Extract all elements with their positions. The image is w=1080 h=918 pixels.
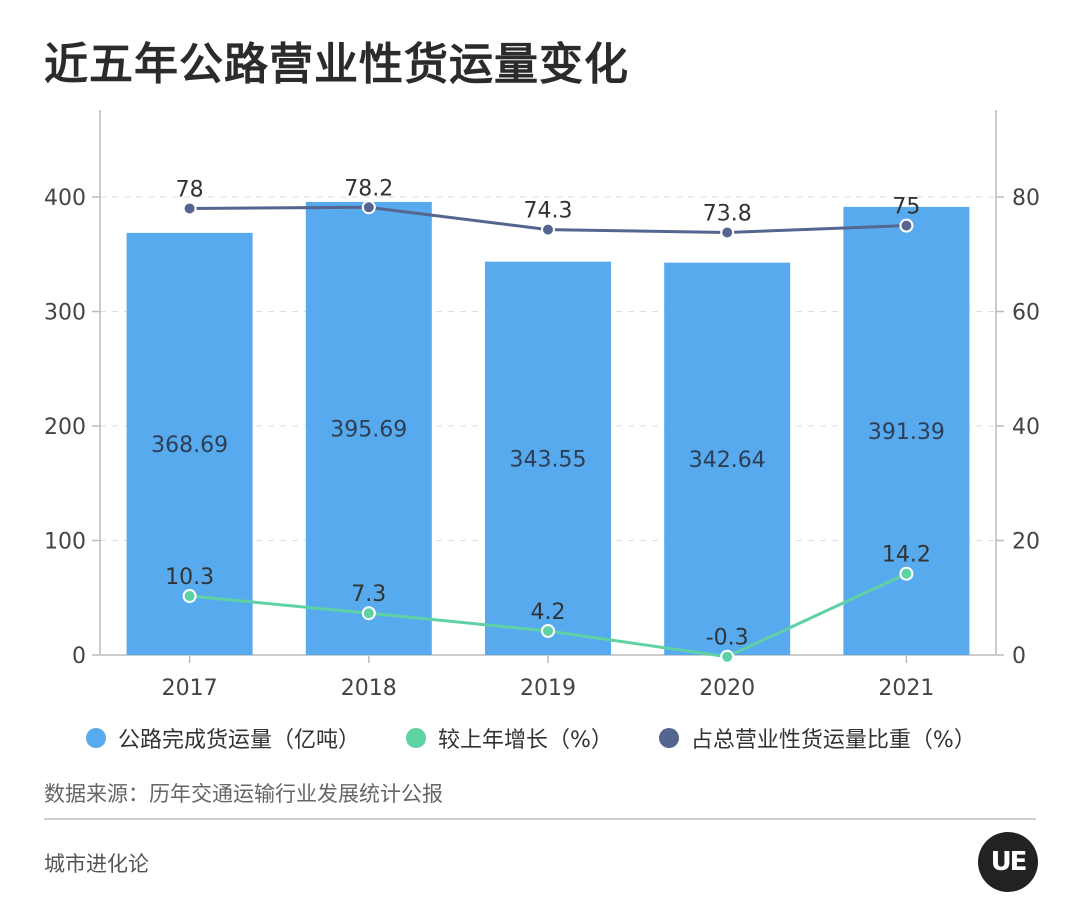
- left-tick-label: 300: [44, 301, 86, 326]
- legend-marker-share: [658, 728, 679, 748]
- brand-name: 城市进化论: [44, 852, 149, 876]
- share-value-label: 74.3: [524, 199, 573, 224]
- right-tick-label: 80: [1012, 186, 1040, 211]
- growth-value-label: 10.3: [165, 565, 214, 590]
- legend-label-share: 占总营业性货运量比重（%）: [690, 728, 976, 753]
- chart: 0 100 200 300 400 0 20 40 60 80 368.69 395.69 343.55…: [44, 110, 1040, 701]
- bar: [126, 232, 253, 655]
- bar-value-label: 343.55: [510, 447, 587, 472]
- legend-label-volume: 公路完成货运量（亿吨）: [118, 728, 361, 753]
- growth-value-label: 4.2: [531, 600, 566, 625]
- legend-label-growth: 较上年增长（%）: [438, 728, 613, 753]
- bar-value-label: 391.39: [868, 420, 945, 445]
- legend-item-growth: 较上年增长（%）: [406, 722, 613, 754]
- bar: [305, 201, 432, 656]
- chart-title: 近五年公路营业性货运量变化: [44, 39, 629, 90]
- legend: 公路完成货运量（亿吨） 较上年增长（%） 占总营业性货运量比重（%）: [86, 722, 1022, 754]
- share-value-label: 75: [892, 195, 920, 220]
- growth-point: [541, 623, 555, 638]
- share-point: [182, 201, 197, 216]
- growth-point: [361, 606, 376, 621]
- legend-item-volume: 公路完成货运量（亿吨）: [86, 722, 360, 754]
- legend-marker-growth: [406, 728, 427, 748]
- share-point: [361, 200, 376, 215]
- right-tick-label: 20: [1012, 530, 1040, 555]
- bar-value-label: 342.64: [689, 448, 766, 473]
- right-tick-label: 0: [1012, 644, 1026, 669]
- bar: [664, 262, 791, 655]
- share-point: [720, 225, 735, 240]
- x-tick-label: 2020: [699, 676, 755, 701]
- legend-marker-volume: [86, 728, 106, 748]
- footer-divider: [44, 818, 1036, 820]
- x-tick-label: 2018: [341, 676, 397, 701]
- growth-value-label: 7.3: [351, 582, 386, 607]
- share-point: [899, 218, 914, 233]
- x-tick-label: 2017: [162, 676, 218, 701]
- left-tick-label: 100: [44, 530, 86, 555]
- left-tick-label: 400: [44, 186, 86, 211]
- data-source: 数据来源：历年交通运输行业发展统计公报: [44, 782, 443, 806]
- bar-value-label: 395.69: [330, 417, 407, 442]
- bar-value-label: 368.69: [151, 433, 228, 458]
- share-value-label: 78: [176, 177, 204, 202]
- bar: [485, 261, 611, 655]
- growth-value-label: 14.2: [882, 543, 931, 568]
- share-point: [541, 222, 555, 237]
- x-tick-label: 2019: [520, 676, 576, 701]
- legend-item-share: 占总营业性货运量比重（%）: [658, 722, 976, 754]
- left-tick-label: 0: [72, 644, 86, 669]
- share-value-label: 73.8: [703, 201, 752, 226]
- growth-point: [899, 566, 914, 581]
- left-tick-label: 200: [44, 415, 86, 440]
- brand-logo: UE: [978, 832, 1038, 892]
- growth-value-label: -0.3: [706, 626, 749, 651]
- growth-point: [720, 649, 735, 664]
- x-tick-label: 2021: [878, 676, 934, 701]
- share-value-label: 78.2: [344, 176, 393, 201]
- right-tick-label: 40: [1012, 415, 1040, 440]
- right-tick-label: 60: [1012, 301, 1040, 326]
- growth-point: [182, 589, 197, 604]
